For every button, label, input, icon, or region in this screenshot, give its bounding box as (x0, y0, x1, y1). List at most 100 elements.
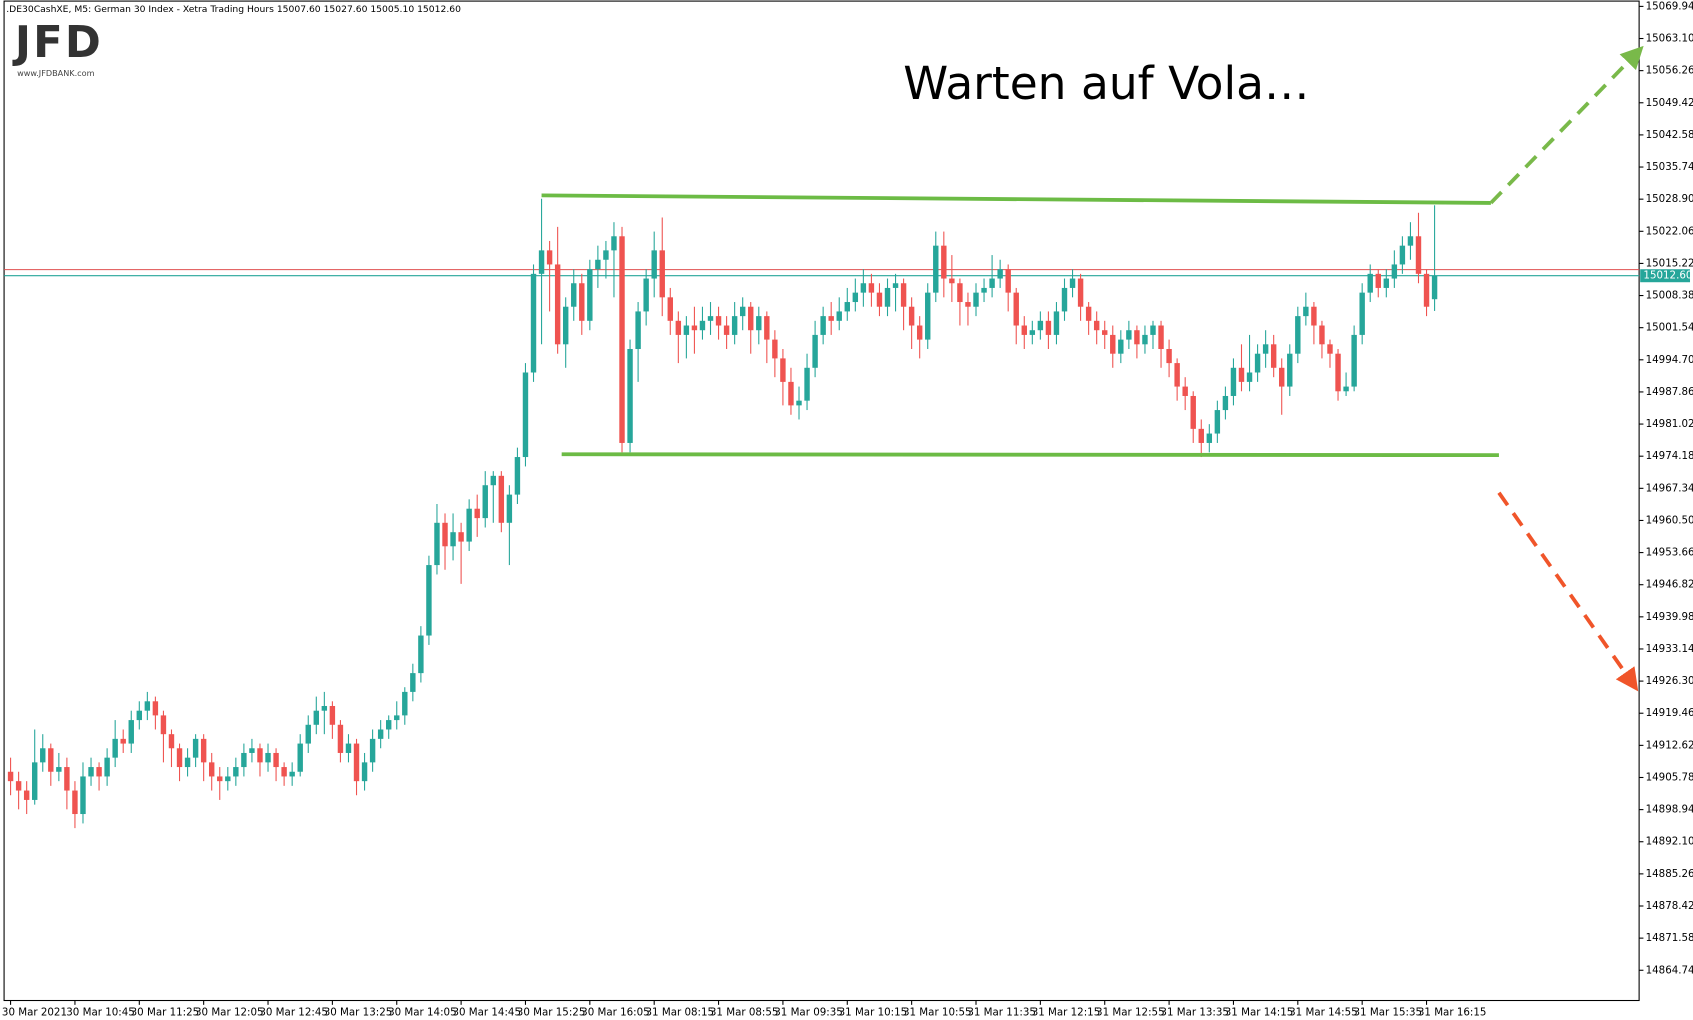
candle-body (1214, 410, 1221, 434)
candle-body (297, 743, 303, 772)
candle-body (289, 771, 295, 777)
candle-body (144, 701, 151, 711)
candle-body (1295, 316, 1301, 354)
candle-body (7, 771, 14, 782)
candle-body (345, 743, 352, 753)
candle-body (442, 522, 448, 547)
candle-body (200, 738, 207, 763)
candle-body (1262, 344, 1269, 354)
x-tick-label: 31 Mar 14:15 (1225, 1006, 1294, 1018)
candle-body (305, 724, 311, 744)
candle-body (1069, 278, 1076, 288)
y-tick-label: 14960.50 (1646, 514, 1693, 526)
candle-body (723, 325, 730, 335)
candle-body (1206, 433, 1213, 443)
x-tick-label: 30 Mar 15:25 (517, 1006, 586, 1018)
candle-body (1327, 344, 1333, 354)
plot-frame (3, 0, 1640, 1002)
candle-body (546, 250, 553, 265)
last-price-label: 15012.60 (1643, 270, 1692, 282)
y-tick-label: 15035.74 (1646, 161, 1693, 173)
x-tick-label: 30 Mar 11:25 (131, 1006, 200, 1018)
candle-body (184, 757, 191, 768)
candle-body (707, 316, 714, 321)
candle-body (281, 767, 287, 777)
y-tick-label: 14885.26 (1646, 868, 1693, 880)
candle-body (611, 236, 617, 251)
candle-body (136, 710, 143, 721)
candle-body (514, 457, 521, 495)
candle-body (1198, 428, 1204, 443)
candle-body (1158, 325, 1164, 350)
candle-body (1230, 367, 1237, 396)
candle-body (410, 673, 416, 692)
candle-body (1335, 353, 1341, 392)
candle-body (1061, 287, 1068, 312)
x-tick-label: 30 Mar 10:45 (66, 1006, 135, 1018)
candle-body (1311, 306, 1317, 326)
candle-body (1351, 334, 1357, 387)
candle-body (1150, 325, 1156, 335)
candle-body (1238, 367, 1245, 382)
candle-body (1037, 320, 1044, 331)
candle-body (168, 734, 175, 749)
candle-body (1254, 353, 1261, 373)
candle-body (337, 724, 344, 753)
candle-body (1077, 278, 1084, 307)
last-price-box (1640, 269, 1691, 283)
y-tick-label: 15049.42 (1646, 97, 1693, 109)
candle-body (233, 767, 239, 777)
candle-body (176, 748, 183, 768)
x-tick-label: 30 Mar 12:45 (259, 1006, 328, 1018)
candle-body (112, 738, 118, 758)
candle-body (466, 508, 472, 542)
x-tick-label: 31 Mar 12:55 (1096, 1006, 1165, 1018)
x-tick-label: 30 Mar 14:45 (452, 1006, 521, 1018)
candle-body (579, 283, 585, 321)
candle-body (353, 743, 360, 782)
candle-body (241, 752, 247, 768)
candle-body (1367, 273, 1373, 293)
candle-body (1053, 311, 1060, 335)
candle-body (699, 320, 706, 331)
candle-body (64, 767, 70, 791)
candle-body (15, 781, 22, 791)
candle-body (1182, 386, 1188, 396)
y-tick-label: 14946.82 (1646, 579, 1693, 591)
candle-body (1246, 372, 1253, 382)
y-tick-label: 14974.18 (1646, 450, 1693, 462)
candle-body (788, 381, 794, 406)
candle-body (1415, 236, 1422, 274)
candle-body (160, 715, 167, 735)
y-tick-label: 15056.26 (1646, 65, 1693, 77)
candle-body (643, 278, 649, 312)
candle-body (619, 236, 625, 443)
y-tick-label: 14905.78 (1646, 771, 1693, 783)
candle-body (498, 475, 505, 523)
candle-body (104, 757, 110, 777)
candle-body (329, 705, 336, 725)
candle-body (659, 250, 665, 298)
candle-body (369, 738, 376, 763)
y-tick-label: 14919.46 (1646, 707, 1693, 719)
candle-body (273, 752, 279, 768)
candle-body (796, 400, 802, 406)
candle-body (1375, 273, 1381, 288)
candle-body (225, 776, 231, 782)
y-tick-label: 15001.54 (1646, 322, 1693, 334)
x-tick-label: 30 Mar 16:05 (581, 1006, 650, 1018)
y-tick-label: 14898.94 (1646, 804, 1693, 816)
x-tick-label: 31 Mar 08:15 (646, 1006, 715, 1018)
candle-body (1359, 292, 1365, 335)
candle-body (1383, 278, 1390, 288)
candle-body (812, 334, 818, 368)
range-line (541, 193, 1491, 205)
candle-body (1093, 320, 1100, 331)
candle-body (595, 259, 601, 270)
candle-body (1029, 330, 1036, 335)
candle-body (1142, 334, 1148, 345)
candle-body (1391, 264, 1398, 279)
candle-body (1102, 330, 1108, 335)
candle-body (1303, 306, 1309, 317)
